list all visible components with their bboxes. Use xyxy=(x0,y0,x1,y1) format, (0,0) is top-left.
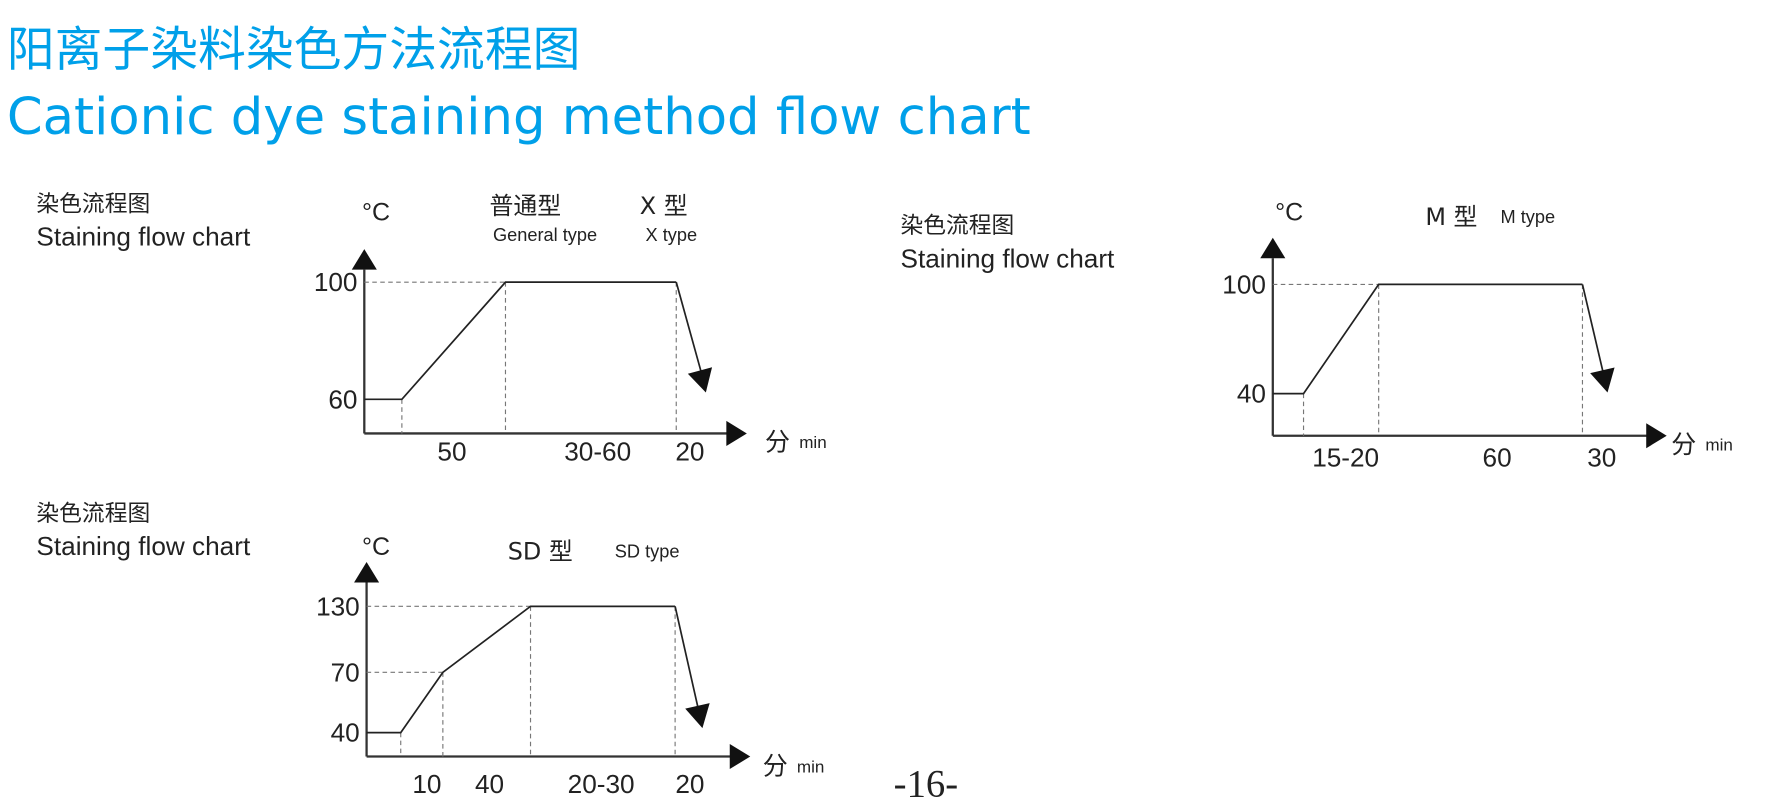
segment-time-label: 40 xyxy=(475,769,504,799)
x-unit-en: min xyxy=(799,433,827,452)
cooling-line xyxy=(674,606,700,713)
segment-time-label: 50 xyxy=(437,437,466,467)
y-tick-label: 100 xyxy=(1222,270,1266,300)
segment-time-label: 15-20 xyxy=(1312,442,1379,472)
cooling-arrow-icon xyxy=(685,703,710,729)
y-tick-label: 130 xyxy=(316,591,360,621)
segment-time-label: 10 xyxy=(412,769,441,799)
type-label-en: SD type xyxy=(615,541,680,561)
y-unit-label: °C xyxy=(362,199,390,227)
staining-chart-2: 染色流程图 Staining flow chart °C M 型 M type 分 min 1… xyxy=(901,199,1733,473)
type-label-cn: 普通型 xyxy=(490,192,562,220)
chart-label-cn: 染色流程图 xyxy=(901,213,1015,239)
cooling-arrow-icon xyxy=(1590,367,1615,393)
type-label-cn: M 型 xyxy=(1425,203,1477,231)
x-unit-cn: 分 xyxy=(763,752,788,781)
temperature-profile-line xyxy=(366,605,676,734)
x-axis-arrow-icon xyxy=(1646,423,1667,449)
y-tick-label: 40 xyxy=(331,718,360,748)
y-tick-label: 70 xyxy=(331,657,360,687)
type2-label-en: X type xyxy=(646,225,698,245)
y-axis-arrow-icon xyxy=(354,561,380,583)
staining-chart-1: 染色流程图 Staining flow chart °C 普通型 General typ… xyxy=(36,192,826,467)
cooling-line xyxy=(1581,284,1605,377)
x-axis-arrow-icon xyxy=(726,420,747,446)
y-axis-arrow-icon xyxy=(1260,237,1286,259)
y-unit-label: °C xyxy=(362,533,390,561)
chart-label-cn: 染色流程图 xyxy=(36,501,150,527)
segment-time-label: 20 xyxy=(675,769,704,799)
segment-time-label: 20-30 xyxy=(568,769,635,799)
temperature-profile-line xyxy=(364,281,677,401)
cooling-line xyxy=(675,281,704,377)
type-label-en: General type xyxy=(493,225,597,245)
staining-chart-3: 染色流程图 Staining flow chart °C SD 型 SD type 分 mi… xyxy=(36,501,824,799)
chart-label-en: Staining flow chart xyxy=(901,243,1116,273)
segment-time-label: 30 xyxy=(1587,442,1616,472)
page-title-en: Cationic dye staining method flow chart xyxy=(7,87,1031,147)
y-tick-label: 100 xyxy=(314,267,358,297)
x-unit-en: min xyxy=(797,757,825,776)
page-number: -16- xyxy=(894,763,958,805)
y-tick-label: 40 xyxy=(1237,379,1266,409)
chart-label-en: Staining flow chart xyxy=(36,531,251,561)
y-axis-arrow-icon xyxy=(351,249,377,270)
x-unit-cn: 分 xyxy=(1671,430,1696,459)
x-axis-arrow-icon xyxy=(729,744,751,770)
temperature-profile-line xyxy=(1272,283,1583,395)
page-title-cn: 阳离子染料染色方法流程图 xyxy=(7,23,581,78)
type-label-en: M type xyxy=(1500,207,1555,227)
segment-time-label: 60 xyxy=(1483,442,1512,472)
type-label-cn: SD 型 xyxy=(508,538,573,566)
segment-time-label: 30-60 xyxy=(564,437,631,467)
chart-label-cn: 染色流程图 xyxy=(36,192,150,218)
type2-label-cn: X 型 xyxy=(640,192,688,220)
segment-time-label: 20 xyxy=(675,437,704,467)
x-unit-en: min xyxy=(1705,436,1733,455)
x-unit-cn: 分 xyxy=(765,428,790,457)
y-tick-label: 60 xyxy=(328,384,357,414)
cooling-arrow-icon xyxy=(687,367,713,393)
chart-label-en: Staining flow chart xyxy=(36,222,251,252)
y-unit-label: °C xyxy=(1275,199,1303,227)
